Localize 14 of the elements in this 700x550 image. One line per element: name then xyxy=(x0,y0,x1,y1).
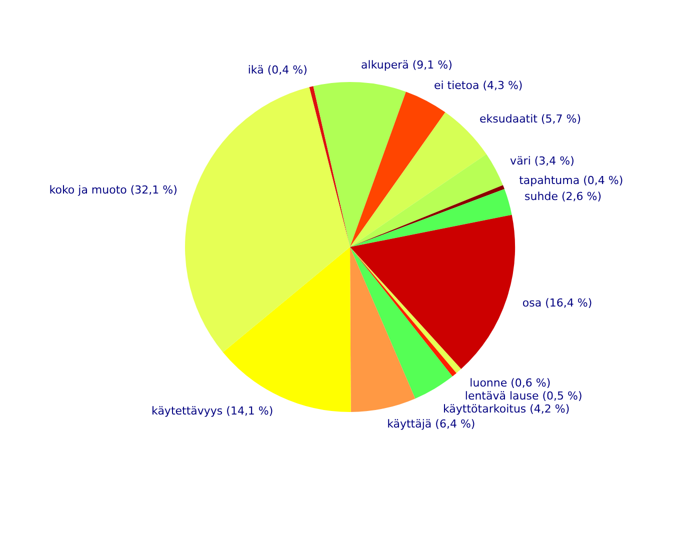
slice-label: käytettävyys (14,1 %) xyxy=(152,404,274,418)
slice-label: osa (16,4 %) xyxy=(522,296,592,310)
slice-label: koko ja muoto (32,1 %) xyxy=(49,184,178,197)
slice-label: ikä (0,4 %) xyxy=(248,63,308,76)
slice-label: käyttötarkoitus (4,2 %) xyxy=(443,402,570,416)
slice-label: luonne (0,6 %) xyxy=(470,376,551,390)
slice-label: suhde (2,6 %) xyxy=(524,190,602,204)
slice-label: lentävä lause (0,5 %) xyxy=(464,389,582,402)
slice-label: eksudaatit (5,7 %) xyxy=(480,112,582,126)
slice-label: käyttäjä (6,4 %) xyxy=(387,418,476,431)
slice-label: väri (3,4 %) xyxy=(510,154,574,168)
slice-label: ei tietoa (4,3 %) xyxy=(434,78,523,92)
slice-label: alkuperä (9,1 %) xyxy=(361,58,452,72)
slice-label: tapahtuma (0,4 %) xyxy=(519,174,624,187)
